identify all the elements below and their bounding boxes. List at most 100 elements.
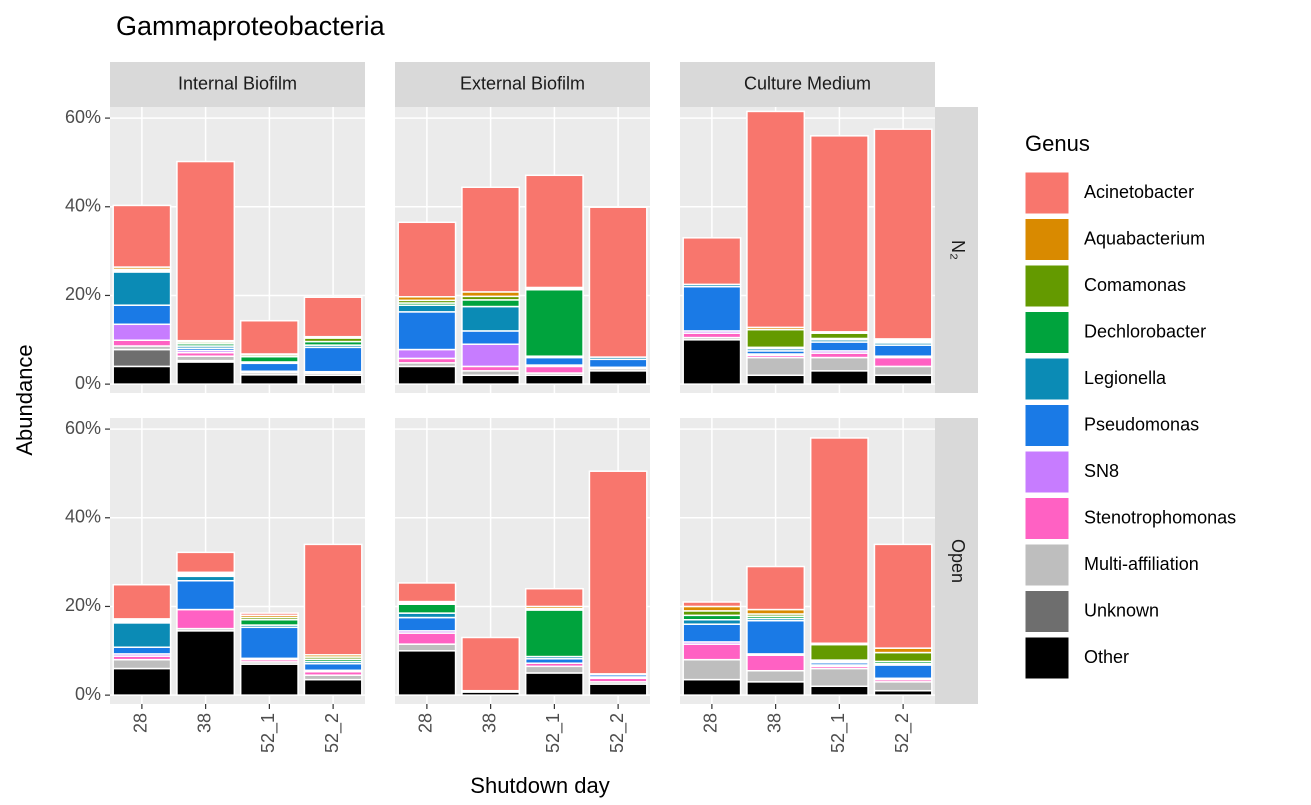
bar-segment — [809, 332, 869, 340]
x-tick-label: 52_1 — [258, 713, 279, 753]
bar-segment — [303, 662, 363, 672]
legend-label: Unknown — [1084, 600, 1159, 620]
bar-segment — [397, 643, 457, 652]
bar-segment — [682, 658, 742, 681]
x-tick-label: 52_2 — [322, 713, 343, 753]
bar-segment — [303, 346, 363, 373]
legend-label: Pseudomonas — [1084, 414, 1199, 434]
bar-segment — [588, 370, 648, 385]
facet-strip — [680, 62, 935, 107]
bar-segment — [873, 128, 933, 340]
bar-segment — [112, 583, 172, 620]
y-tick-label: 0% — [75, 373, 101, 393]
legend-key — [1024, 636, 1070, 680]
x-axis-label: Shutdown day — [470, 773, 609, 798]
bar-segment — [461, 305, 521, 332]
x-tick-label: 52_2 — [892, 713, 913, 753]
bar-segment — [682, 601, 742, 608]
legend-label: Stenotrophomonas — [1084, 507, 1236, 527]
bar-segment — [588, 206, 648, 358]
bar-segment — [461, 636, 521, 692]
bar-segment — [112, 667, 172, 696]
bar-segment — [873, 651, 933, 663]
x-tick-label: 52_1 — [828, 713, 849, 753]
legend-label: Multi-affiliation — [1084, 554, 1199, 574]
bar-segment — [682, 339, 742, 385]
bar-segment — [461, 330, 521, 345]
facet-label: Internal Biofilm — [178, 73, 297, 93]
bar-segment — [176, 160, 236, 342]
x-tick-label: 52_1 — [543, 713, 564, 753]
bar-segment — [461, 343, 521, 368]
y-tick-label: 60% — [65, 418, 101, 438]
bar-segment — [873, 374, 933, 385]
bar-segment — [524, 672, 584, 696]
legend-key — [1024, 357, 1070, 401]
bar-segment — [303, 374, 363, 385]
bar-segment — [809, 643, 869, 661]
bar-segment — [524, 288, 584, 357]
x-tick-label: 38 — [479, 713, 499, 733]
facet-label: N₂ — [948, 240, 968, 260]
bar-segment — [682, 623, 742, 643]
legend-key — [1024, 171, 1070, 215]
facet-strip — [935, 418, 978, 704]
bar-segment — [239, 374, 299, 385]
x-tick-label: 52_2 — [607, 713, 628, 753]
bar-segment — [397, 582, 457, 603]
bar-segment — [524, 609, 584, 658]
x-tick-label: 28 — [416, 713, 436, 733]
bar-segment — [682, 237, 742, 286]
bar-segment — [112, 304, 172, 326]
bar-segment — [397, 348, 457, 360]
bar-segment — [873, 356, 933, 368]
bar-segment — [112, 646, 172, 655]
y-tick-label: 0% — [75, 684, 101, 704]
bar-segment — [682, 643, 742, 661]
bar-segment — [524, 374, 584, 385]
bar-segment — [461, 299, 521, 308]
legend-key — [1024, 218, 1070, 261]
bar-segment — [239, 626, 299, 660]
y-tick-label: 40% — [65, 196, 101, 216]
bar-segment — [524, 365, 584, 374]
bar-segment — [746, 654, 806, 672]
bar-segment — [176, 608, 236, 630]
bar-segment — [588, 683, 648, 696]
bar-segment — [112, 658, 172, 670]
bar-segment — [112, 271, 172, 306]
bar-segment — [397, 616, 457, 632]
bar-segment — [397, 221, 457, 298]
bar-segment — [397, 311, 457, 351]
bar-segment — [746, 681, 806, 696]
bar-segment — [112, 204, 172, 268]
facet-label: External Biofilm — [460, 73, 585, 93]
facet-strip — [110, 62, 365, 107]
y-tick-label: 20% — [65, 284, 101, 304]
bar-segment — [873, 664, 933, 680]
y-axis-label: Abundance — [12, 344, 37, 455]
bar-segment — [809, 667, 869, 688]
bar-segment — [397, 632, 457, 645]
bar-segment — [809, 685, 869, 696]
bar-segment — [746, 619, 806, 655]
facet-label: Open — [948, 539, 968, 583]
bar-segment — [682, 285, 742, 332]
bar-segment — [112, 365, 172, 385]
bar-segment — [176, 630, 236, 696]
bar-segment — [397, 365, 457, 385]
bar-segment — [112, 348, 172, 368]
bar-segment — [809, 437, 869, 645]
bar-segment — [746, 374, 806, 385]
bar-segment — [809, 135, 869, 333]
bar-segment — [239, 619, 299, 626]
bar-segment — [809, 341, 869, 352]
legend-label: Aquabacterium — [1084, 228, 1205, 248]
x-tick-label: 38 — [194, 713, 214, 733]
bar-segment — [873, 365, 933, 377]
legend-key — [1024, 543, 1070, 587]
y-tick-label: 40% — [65, 507, 101, 527]
bar-segment — [112, 339, 172, 347]
legend-label: Other — [1084, 647, 1129, 667]
